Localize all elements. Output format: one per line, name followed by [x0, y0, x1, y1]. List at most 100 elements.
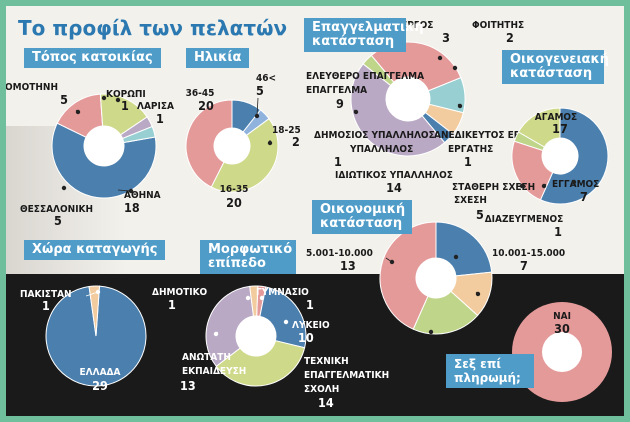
pie-category-label: 5.001-10.000: [306, 248, 373, 259]
chart-title-paid-sex: Σεξ επί πληρωμή;: [446, 354, 534, 388]
pie-category-label: 16-35: [220, 184, 249, 195]
pie-chart-residence: ΑΘΗΝΑ18ΘΕΣΣΑΛΟΝΙΚΗ5ΚΟΜΟΤΗΝΗ5ΚΟΡΩΠΙ1ΛΑΡΙΣ…: [6, 82, 174, 228]
leader-line: [256, 97, 259, 117]
pie-hole: [214, 128, 250, 164]
pie-category-label: ΥΠΑΛΛΗΛΟΣ: [349, 144, 413, 155]
pie-value-label: 3: [442, 30, 450, 45]
leader-dot: [259, 295, 265, 301]
pie-value-label: 6: [424, 354, 432, 369]
pie-category-label: 18-25: [272, 125, 301, 136]
pie-category-label: ΚΟΡΩΠΙ: [106, 89, 146, 100]
leader-dot: [453, 254, 459, 260]
chart-title-family: Οικογενειακή κατάσταση: [502, 50, 609, 84]
leader-dot: [267, 140, 273, 146]
pie-category-label: ΤΕΧΝΙΚΗ: [304, 356, 349, 367]
pie-value-label: 13: [340, 258, 356, 273]
leader-dot: [571, 179, 577, 185]
pie-slice: [205, 285, 255, 367]
leader-dot: [389, 259, 395, 265]
leader-dot: [541, 183, 547, 189]
chart-title-education: Μορφωτικό επίπεδο: [200, 240, 296, 274]
pie-value-label: 18: [124, 200, 140, 215]
pie-value-label: 2: [292, 134, 300, 149]
chart-title-origin: Χώρα καταγωγής: [24, 240, 166, 260]
pie-category-label: 15.001-25.000: [494, 286, 567, 297]
pie-value-label: 1: [306, 297, 314, 312]
pie-category-label: ΣΧΕΣΗ: [454, 195, 487, 206]
pie-value-label: 1: [464, 154, 472, 169]
pie-hole: [84, 126, 124, 166]
pie-value-label: 7: [580, 189, 588, 204]
pie-category-label: ΝΑΙ: [553, 311, 571, 322]
pie-category-label: ΑΝΕΡΓΟΣ: [387, 20, 434, 31]
pie-value-label: 10: [298, 330, 314, 345]
leader-dot: [437, 55, 443, 61]
leader-dot: [95, 289, 101, 295]
pie-value-label: 14: [386, 180, 402, 195]
pie-category-label: ΑΓΑΜΟΣ: [535, 112, 577, 123]
pie-slice: [88, 285, 101, 337]
pie-category-label: ΙΔΙΩΤΙΚΟΣ ΥΠΑΛΛΗΛΟΣ: [335, 170, 453, 181]
pie-category-label: 46<: [256, 73, 276, 84]
pie-value-label: 5: [256, 83, 264, 98]
pie-category-label: 10.001-15.000: [492, 248, 565, 259]
pie-value-label: 29: [92, 378, 108, 393]
pie-category-label: ΕΓΓΑΜΟΣ: [552, 179, 599, 190]
chart-title-income: Οικονομική κατάσταση: [312, 200, 412, 234]
leader-dot: [353, 109, 359, 115]
pie-value-label: 17: [552, 121, 568, 136]
pie-value-label: 20: [226, 195, 242, 210]
leader-dot: [101, 95, 107, 101]
pie-hole: [236, 316, 276, 356]
leader-dot: [428, 329, 434, 335]
pie-value-label: 1: [168, 297, 176, 312]
pie-value-label: 5: [476, 207, 484, 222]
pie-category-label: ΠΑΚΙΣΤΑΝ: [20, 289, 72, 300]
pie-category-label: ΛΥΚΕΙΟ: [292, 320, 330, 331]
pie-category-label: ΦΟΙΤΗΤΗΣ: [472, 20, 524, 31]
pie-category-label: ΕΛΕΥΘΕΡΟ ΕΠΑΓΓΕΛΜΑ: [306, 71, 424, 82]
pie-hole: [542, 332, 582, 372]
leader-dot: [254, 113, 260, 119]
pie-category-label: ΕΠΑΓΓΕΛΜΑ: [306, 85, 367, 96]
pie-charts-canvas: ΑΘΗΝΑ18ΘΕΣΣΑΛΟΝΙΚΗ5ΚΟΜΟΤΗΝΗ5ΚΟΡΩΠΙ1ΛΑΡΙΣ…: [6, 20, 612, 410]
pie-value-label: 4: [516, 296, 524, 311]
pie-hole: [416, 258, 456, 298]
leader-dot: [519, 183, 525, 189]
pie-value-label: 1: [554, 224, 562, 239]
pie-category-label: ΔΗΜΟΣΙΟΣ ΥΠΑΛΛΗΛΟΣ: [314, 130, 435, 141]
pie-value-label: 1: [121, 98, 129, 113]
pie-chart-education: ΓΥΜΝΑΣΙΟ1ΛΥΚΕΙΟ10ΤΕΧΝΙΚΗΕΠΑΓΓΕΛΜΑΤΙΚΗΣΧΟ…: [152, 285, 389, 410]
pie-value-label: 20: [198, 98, 214, 113]
pie-category-label: ΕΛΛΑΔΑ: [80, 367, 121, 378]
pie-category-label: ΑΝΩΤΑΤΗ: [182, 352, 231, 363]
leader-dot: [475, 291, 481, 297]
pie-category-label: ΕΚΠΑΙΔΕΥΣΗ: [182, 366, 246, 377]
infographic-panel: ΑΘΗΝΑ18ΘΕΣΣΑΛΟΝΙΚΗ5ΚΟΜΟΤΗΝΗ5ΚΟΡΩΠΙ1ΛΑΡΙΣ…: [6, 6, 624, 416]
pie-category-label: ΣΤΑΘΕΡΗ ΣΧΕΣΗ: [452, 182, 535, 193]
pie-category-label: ΣΧΟΛΗ: [304, 384, 339, 395]
pie-value-label: 5: [60, 92, 68, 107]
pie-value-label: 30: [554, 321, 570, 336]
pie-hole: [386, 77, 430, 121]
pie-value-label: 13: [180, 378, 196, 393]
page-title: Το προφίλ των πελατών: [18, 16, 288, 40]
pie-hole: [542, 138, 578, 174]
pie-category-label: ΑΘΗΝΑ: [124, 190, 161, 201]
leader-dot: [245, 295, 251, 301]
pie-value-label: 2: [506, 30, 514, 45]
leader-dot: [283, 319, 289, 325]
leader-dot: [452, 65, 458, 71]
pie-value-label: 9: [336, 96, 344, 111]
pie-category-label: ΛΑΡΙΣΑ: [137, 101, 174, 112]
pie-value-label: 1: [334, 154, 342, 169]
pie-category-label: 36-45: [186, 88, 215, 99]
pie-value-label: 1: [156, 111, 164, 126]
pie-value-label: 7: [520, 258, 528, 273]
